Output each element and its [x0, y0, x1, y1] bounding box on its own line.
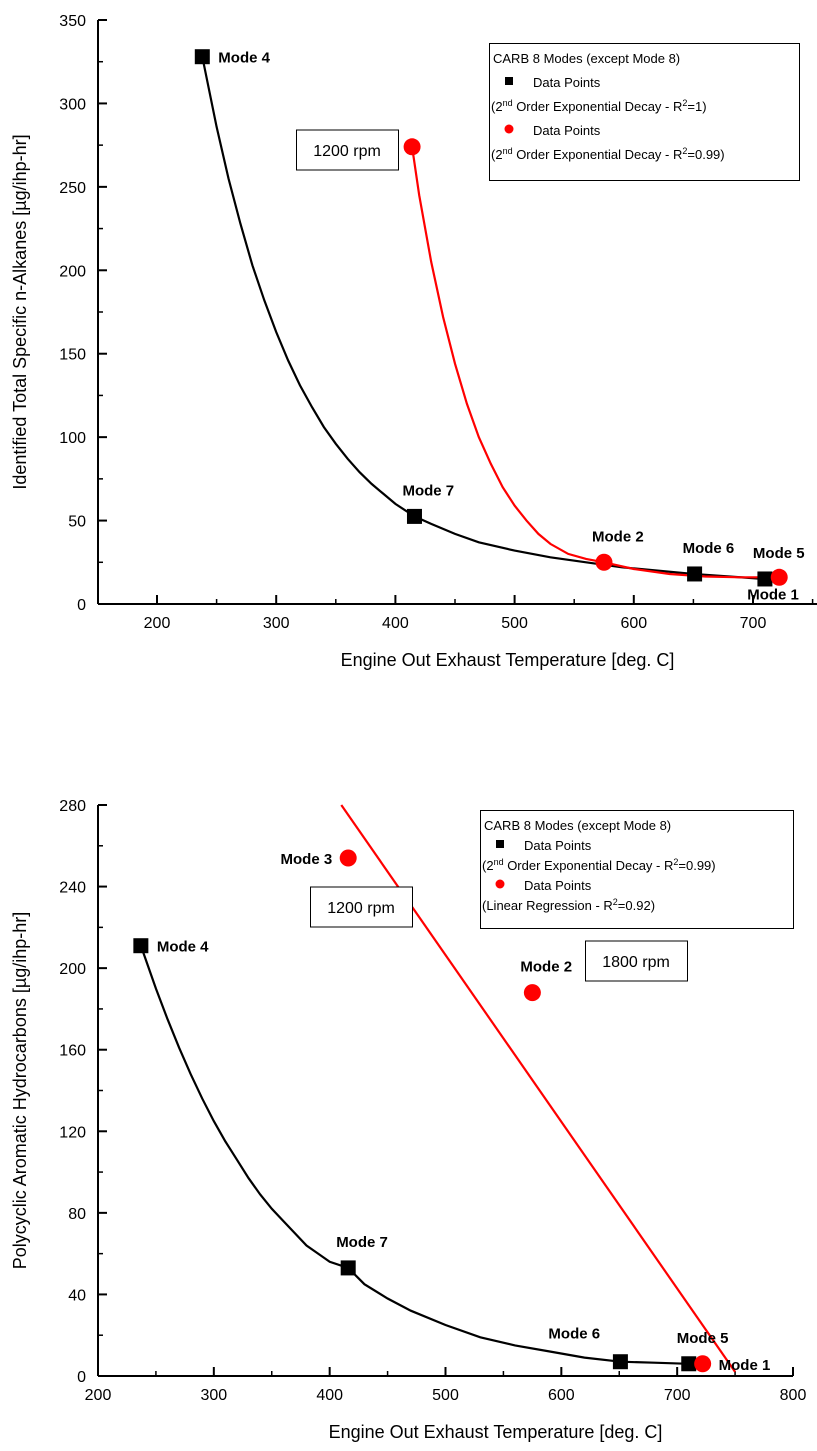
rpm-label-box — [310, 886, 413, 928]
mode-label: Mode 6 — [548, 1326, 600, 1343]
mode-label: Mode 7 — [402, 482, 454, 499]
x-tick-label: 700 — [664, 1387, 691, 1404]
y-tick-label: 80 — [68, 1206, 86, 1223]
y-tick-label: 350 — [59, 13, 86, 30]
data-point-square — [612, 1354, 628, 1370]
x-tick-label: 200 — [144, 615, 171, 632]
x-tick-label: 800 — [780, 1387, 807, 1404]
y-tick-label: 100 — [59, 430, 86, 447]
data-point-circle — [770, 568, 788, 586]
legend-box — [480, 810, 794, 929]
x-tick-label: 400 — [382, 615, 409, 632]
legend-fit-label: (2nd Order Exponential Decay - R2=0.99) — [491, 146, 725, 162]
x-tick-label: 600 — [548, 1387, 575, 1404]
legend-entry-label: Data Points — [524, 838, 592, 853]
legend-title: CARB 8 Modes (except Mode 8) — [484, 818, 671, 833]
legend-fit-label: (Linear Regression - R2=0.92) — [482, 897, 655, 913]
data-point-square — [687, 566, 703, 582]
mode-label: Mode 3 — [281, 851, 333, 868]
x-axis-title: Engine Out Exhaust Temperature [deg. C] — [329, 1422, 663, 1442]
data-point-circle — [403, 138, 421, 156]
rpm-label: 1800 rpm — [602, 954, 670, 971]
legend-fit-label: (2nd Order Exponential Decay - R2=1) — [491, 98, 707, 114]
legend-box — [489, 43, 800, 181]
y-tick-label: 160 — [59, 1043, 86, 1060]
y-axis-title: Identified Total Specific n-Alkanes [µg/… — [10, 134, 30, 489]
data-point-circle — [339, 849, 357, 867]
data-point-square — [681, 1356, 697, 1372]
legend-marker-circle — [504, 124, 514, 134]
legend-entry-label: Data Points — [524, 878, 592, 893]
y-tick-label: 0 — [77, 1369, 86, 1386]
data-point-square — [194, 49, 210, 65]
x-tick-label: 300 — [200, 1387, 227, 1404]
legend-marker-circle — [495, 879, 505, 889]
mode-label: Mode 1 — [719, 1357, 771, 1374]
rpm-label-box — [296, 129, 399, 171]
data-point-circle — [523, 984, 541, 1002]
y-tick-label: 150 — [59, 347, 86, 364]
rpm-label-box — [585, 940, 688, 982]
legend-title: CARB 8 Modes (except Mode 8) — [493, 51, 680, 66]
y-tick-label: 0 — [77, 597, 86, 614]
mode-label: Mode 5 — [753, 545, 805, 562]
x-tick-label: 200 — [85, 1387, 112, 1404]
legend-fit-label: (2nd Order Exponential Decay - R2=0.99) — [482, 857, 716, 873]
rpm-label: 1200 rpm — [313, 143, 381, 160]
mode-label: Mode 1 — [747, 586, 799, 603]
data-point-square — [757, 571, 773, 587]
chart-2: 0 40 80 120 160 200 240 280 200 300 400 500 600 700 80… — [10, 798, 806, 1442]
y-axis-title: Polycyclic Aromatic Hydrocarbons [µg/ihp… — [10, 912, 30, 1270]
data-point-circle — [694, 1355, 712, 1373]
mode-label: Mode 4 — [157, 939, 209, 956]
x-tick-label: 400 — [316, 1387, 343, 1404]
x-tick-label: 600 — [620, 615, 647, 632]
data-point-square — [340, 1260, 356, 1276]
y-tick-label: 200 — [59, 961, 86, 978]
y-tick-label: 280 — [59, 798, 86, 815]
mode-label: Mode 4 — [218, 50, 270, 67]
y-tick-label: 300 — [59, 96, 86, 113]
data-point-square — [406, 508, 422, 524]
x-tick-label: 700 — [740, 615, 767, 632]
legend-entry-label: Data Points — [533, 123, 601, 138]
x-tick-label: 300 — [263, 615, 290, 632]
fit-curve-series-2 — [411, 146, 780, 579]
data-point-circle — [595, 553, 613, 571]
y-tick-label: 240 — [59, 880, 86, 897]
y-tick-label: 120 — [59, 1124, 86, 1141]
y-tick-label: 40 — [68, 1287, 86, 1304]
data-point-square — [133, 938, 149, 954]
legend-marker-square — [505, 77, 513, 85]
y-tick-label: 200 — [59, 263, 86, 280]
mode-label: Mode 6 — [683, 540, 735, 557]
rpm-label: 1200 rpm — [327, 900, 395, 917]
mode-label: Mode 5 — [677, 1330, 729, 1347]
mode-label: Mode 7 — [336, 1234, 388, 1251]
chart-1: 0 50 100 150 200 250 300 350 200 300 400 500 600 700 E… — [10, 13, 817, 670]
mode-label: Mode 2 — [520, 959, 572, 976]
mode-label: Mode 2 — [592, 528, 644, 545]
fit-curve-series-1 — [139, 945, 689, 1365]
y-tick-label: 250 — [59, 180, 86, 197]
legend-marker-square — [496, 840, 504, 848]
y-tick-label: 50 — [68, 514, 86, 531]
x-tick-label: 500 — [432, 1387, 459, 1404]
legend-entry-label: Data Points — [533, 75, 601, 90]
x-tick-label: 500 — [501, 615, 528, 632]
x-axis-title: Engine Out Exhaust Temperature [deg. C] — [341, 650, 675, 670]
